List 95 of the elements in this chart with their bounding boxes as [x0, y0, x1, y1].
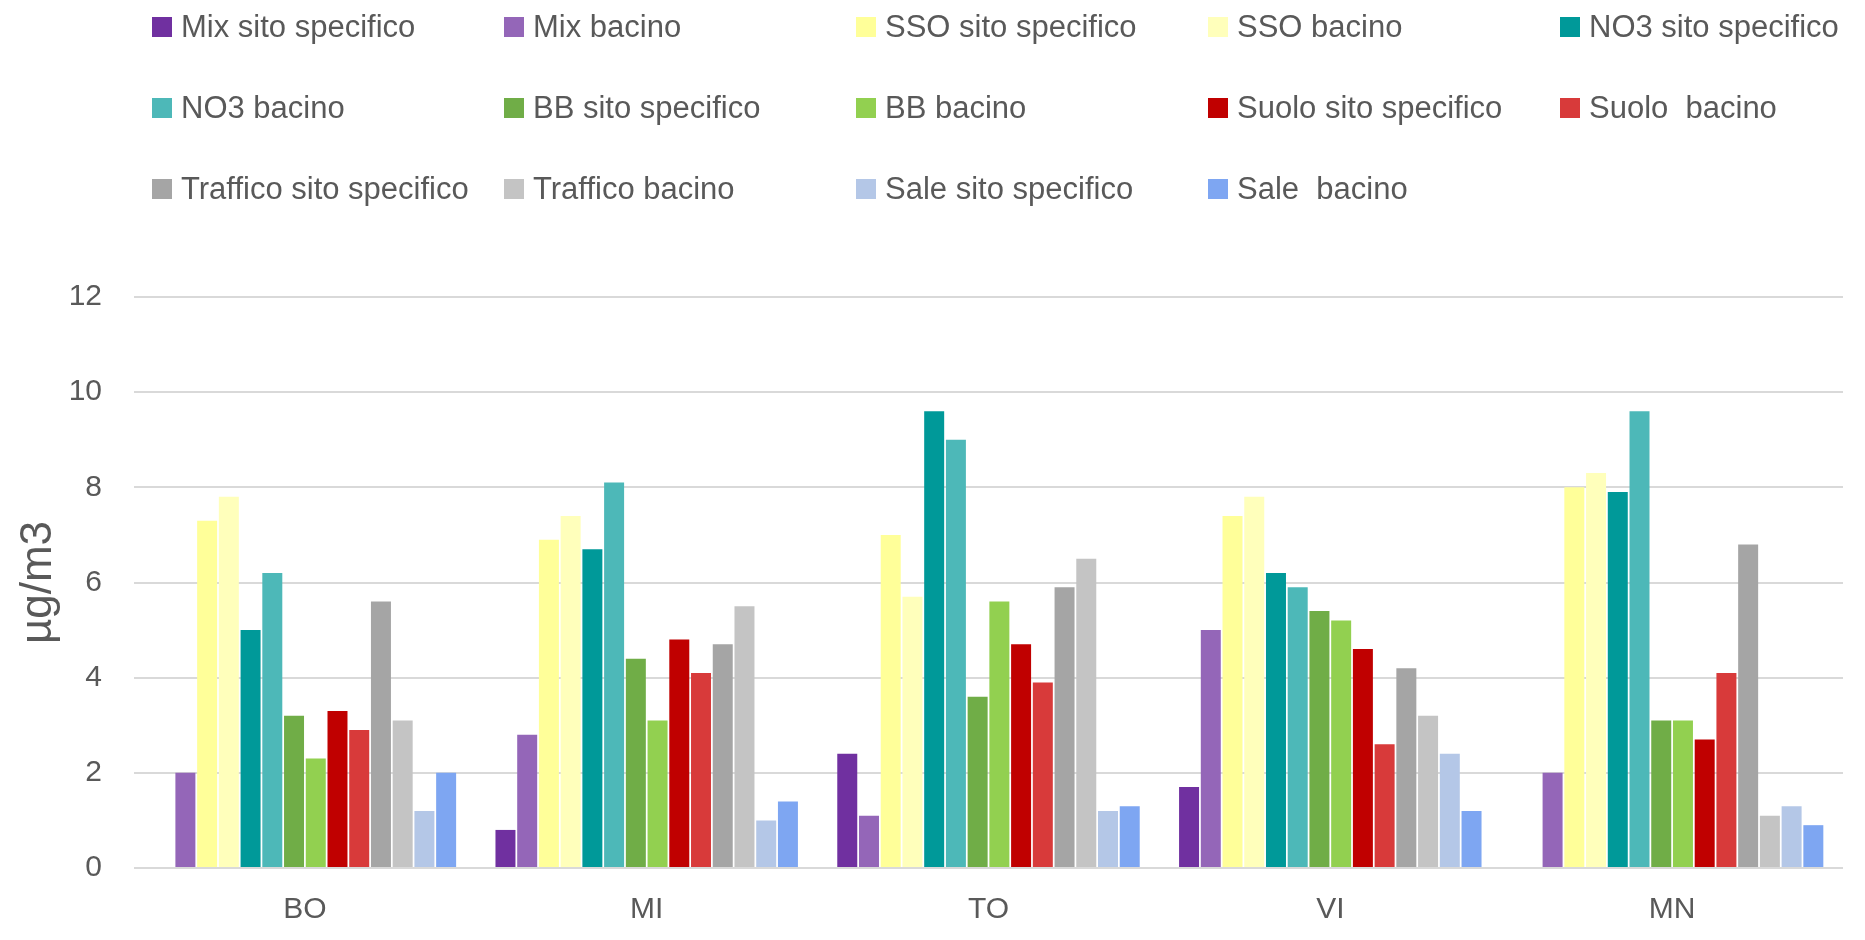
bar — [1781, 806, 1802, 867]
y-tick-label: 2 — [85, 754, 102, 788]
legend-label: SSO bacino — [1237, 9, 1403, 45]
x-tick-label: BO — [283, 891, 327, 925]
bar — [604, 482, 625, 867]
bar — [712, 644, 733, 867]
bar — [1651, 720, 1672, 867]
bar — [669, 639, 690, 867]
bar — [327, 710, 348, 867]
bar — [240, 630, 261, 867]
x-tick-label: TO — [967, 891, 1010, 925]
bar — [175, 772, 196, 867]
legend-label: Sale sito specifico — [885, 171, 1134, 207]
bar — [691, 672, 712, 867]
bar — [1222, 515, 1243, 867]
bar — [1418, 715, 1439, 867]
bar — [1098, 810, 1118, 867]
bar — [859, 815, 879, 867]
bar — [1439, 753, 1460, 867]
bar — [1054, 587, 1075, 867]
legend-label: Suolo sito specifico — [1237, 90, 1503, 126]
bar — [538, 539, 559, 867]
bar — [902, 596, 923, 867]
bar — [392, 720, 413, 867]
bar — [218, 496, 239, 867]
bar — [1352, 649, 1373, 867]
bar — [1309, 611, 1330, 867]
x-tick-label: VI — [1316, 891, 1345, 925]
bar — [967, 696, 988, 867]
y-tick-label: 6 — [85, 563, 102, 597]
bar — [1461, 810, 1482, 867]
bar — [1287, 587, 1308, 867]
bar — [1265, 572, 1286, 867]
bar — [880, 534, 901, 867]
bar — [1607, 492, 1628, 867]
legend-label: Mix sito specifico — [181, 9, 416, 45]
bar — [1586, 473, 1607, 867]
bar — [1032, 682, 1053, 867]
bar — [1738, 544, 1759, 867]
bar — [1629, 411, 1650, 867]
bar — [1694, 739, 1715, 867]
bar — [1200, 630, 1221, 867]
legend-label: NO3 sito specifico — [1589, 9, 1839, 45]
y-tick-label: 4 — [85, 658, 102, 692]
bar — [284, 715, 305, 867]
legend-label: Mix bacino — [533, 9, 682, 45]
x-tick-label: MN — [1648, 891, 1696, 925]
bar — [1244, 496, 1265, 867]
bar — [734, 606, 755, 867]
bar — [756, 820, 777, 867]
bar — [1716, 672, 1737, 867]
bar — [1564, 487, 1585, 867]
bar — [436, 772, 457, 867]
legend-label: BB bacino — [885, 90, 1027, 126]
bar — [414, 810, 435, 867]
legend-label: Traffico bacino — [533, 171, 735, 207]
bar — [1331, 620, 1352, 867]
y-tick-label: 12 — [68, 278, 102, 312]
bar — [924, 411, 945, 867]
legend-label: Suolo bacino — [1589, 90, 1777, 126]
legend-label: Traffico sito specifico — [181, 171, 469, 207]
bar — [370, 601, 391, 867]
bar — [1179, 787, 1200, 867]
bar — [1119, 806, 1140, 867]
bar — [1396, 668, 1417, 867]
y-tick-label: 8 — [85, 468, 102, 502]
bar — [1076, 558, 1097, 867]
bar — [1759, 815, 1780, 867]
bar — [1011, 644, 1032, 867]
x-tick-label: MI — [630, 891, 664, 925]
legend-label: BB sito specifico — [533, 90, 761, 126]
legend-label: SSO sito specifico — [885, 9, 1137, 45]
y-axis-title: µg/m3 — [10, 520, 60, 645]
bar — [1542, 772, 1563, 867]
bar — [349, 730, 370, 867]
bar — [837, 753, 858, 867]
bar — [495, 829, 516, 867]
bar — [582, 549, 603, 867]
legend-label: NO3 bacino — [181, 90, 345, 126]
bar — [1672, 720, 1693, 867]
bar — [989, 601, 1010, 867]
bar — [945, 439, 966, 867]
bar — [560, 515, 581, 867]
bar — [517, 734, 538, 867]
bar — [625, 658, 646, 867]
bar — [262, 572, 283, 867]
y-tick-label: 0 — [85, 849, 102, 883]
bar — [305, 758, 326, 867]
bar — [197, 520, 218, 867]
bar — [1803, 825, 1824, 867]
bar — [1374, 744, 1395, 867]
legend-label: Sale bacino — [1237, 171, 1408, 207]
y-tick-label: 10 — [68, 373, 102, 407]
bar — [777, 801, 798, 867]
bar — [647, 720, 668, 867]
